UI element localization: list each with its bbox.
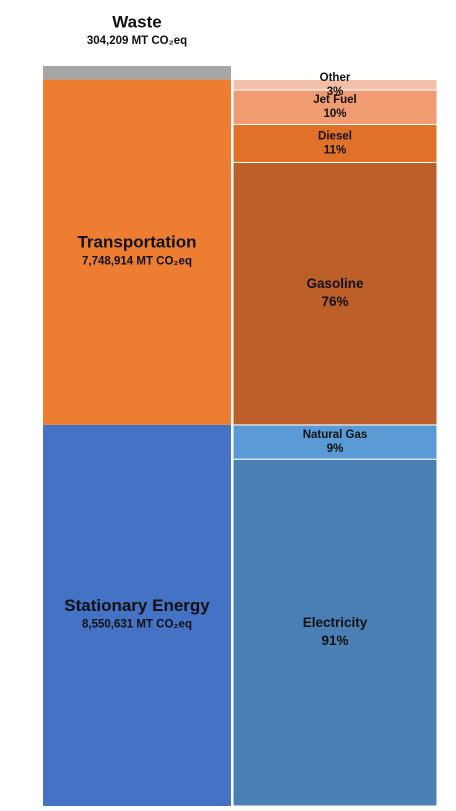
- part-segment: [232, 79, 438, 91]
- segment: [43, 424, 231, 806]
- part-segment: [232, 458, 438, 807]
- part-segment: [232, 123, 438, 163]
- segment: [43, 79, 231, 425]
- part-name: Other: [320, 72, 351, 84]
- segment-name: Stationary Energy: [64, 596, 210, 615]
- part-segment: [232, 424, 438, 460]
- part-name: Natural Gas: [303, 429, 368, 441]
- part-name: Diesel: [318, 130, 352, 142]
- part-value: 76%: [321, 294, 348, 309]
- part-value: 9%: [327, 443, 344, 455]
- segment: [43, 66, 231, 80]
- part-segment: [232, 89, 438, 125]
- part-name: Electricity: [303, 615, 368, 630]
- segment-name: Transportation: [77, 233, 196, 252]
- part-value: 3%: [327, 86, 344, 98]
- segment-value: 8,550,631 MT CO₂eq: [82, 618, 192, 630]
- part-value: 91%: [321, 633, 348, 648]
- segment-name: Waste: [112, 12, 161, 31]
- part-name: Jet Fuel: [313, 94, 356, 106]
- segment-value: 304,209 MT CO₂eq: [87, 35, 187, 47]
- part-value: 10%: [323, 108, 346, 120]
- segment-value: 7,748,914 MT CO₂eq: [82, 255, 192, 267]
- part-name: Gasoline: [306, 276, 364, 291]
- part-value: 11%: [324, 144, 346, 156]
